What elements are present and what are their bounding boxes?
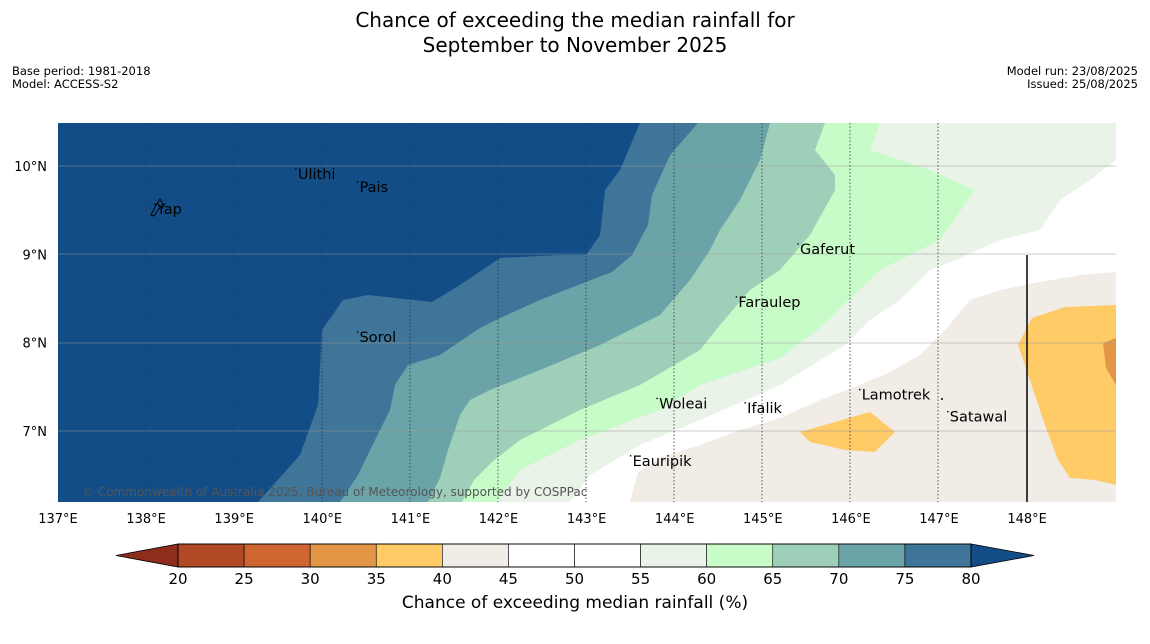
colorbar-swatch-55_60 (640, 543, 707, 568)
colorbar-tick-label: 25 (235, 570, 254, 588)
colorbar-swatch-20_25 (177, 543, 245, 568)
place-label-yap: Yap (156, 202, 182, 218)
lon-label: 147°E (919, 512, 959, 527)
place-marker (629, 455, 632, 457)
colorbar-swatch-45_50 (508, 543, 575, 568)
region-35-40-lamotrek (800, 412, 895, 452)
colorbar-swatch-65_70 (772, 543, 840, 568)
place-marker (797, 243, 799, 245)
colorbar-extend-high (970, 543, 1035, 568)
lon-label: 142°E (479, 512, 519, 527)
latitude-labels: 10°N 9°N 8°N 7°N (14, 160, 47, 440)
place-marker (154, 203, 156, 205)
colorbar-tick-label: 75 (895, 570, 914, 588)
place-label-satawal: Satawal (950, 410, 1007, 426)
colorbar-swatch-25_30 (243, 543, 311, 568)
colorbar-tick-label: 70 (829, 570, 848, 588)
base-period: Base period: 1981-2018 (12, 64, 151, 78)
colorbar-tick-label: 35 (367, 570, 386, 588)
yap-island (150, 198, 164, 217)
colorbar-swatch-60_65 (706, 543, 774, 568)
place-label-eauripik: Eauripik (633, 454, 692, 470)
place-labels: Yap Ulithi Pais Sorol Gaferut Faraulep Woleai I… (154, 167, 1007, 470)
colorbar-tick-label: 50 (565, 570, 584, 588)
small-island-dot (941, 398, 943, 400)
colorbar-tick-label: 60 (697, 570, 716, 588)
copyright-text: © Commonwealth of Australia 2025, Bureau… (82, 485, 587, 499)
place-label-sorol: Sorol (360, 330, 397, 346)
lon-label: 146°E (831, 512, 871, 527)
colorbar-tick-label: 20 (168, 570, 187, 588)
map-area (58, 123, 1116, 502)
lon-label: 138°E (126, 512, 166, 527)
place-marker (295, 168, 297, 170)
issued-date: Issued: 25/08/2025 (1027, 77, 1138, 91)
map-title-line-1: Chance of exceeding the median rainfall … (355, 8, 795, 32)
lon-label: 143°E (567, 512, 607, 527)
colorbar-tick-label: 40 (433, 570, 452, 588)
map-title-line-2: September to November 2025 (422, 33, 728, 57)
colorbar-tick-label: 65 (763, 570, 782, 588)
colorbar-swatch-35_40 (375, 543, 443, 568)
place-label-gaferut: Gaferut (800, 242, 855, 258)
region-35-40-east (1018, 305, 1116, 485)
place-marker (735, 296, 738, 298)
lat-label: 7°N (23, 425, 48, 440)
place-label-pais: Pais (360, 180, 389, 196)
colorbar-title: Chance of exceeding median rainfall (%) (401, 593, 749, 613)
region-30-35-east (1103, 338, 1116, 385)
colorbar-tick-label: 80 (961, 570, 980, 588)
place-label-ifalik: Ifalik (747, 401, 782, 417)
meta-right: Model run: 23/08/2025 Issued: 25/08/2025 (1007, 65, 1138, 91)
place-marker (947, 410, 949, 413)
place-label-ulithi: Ulithi (298, 167, 336, 183)
place-marker (656, 397, 658, 400)
colorbar-swatch-50_55 (574, 543, 641, 568)
lon-label: 145°E (743, 512, 783, 527)
place-marker (356, 331, 359, 333)
place-label-faraulep: Faraulep (738, 295, 800, 311)
lat-label: 8°N (23, 337, 48, 352)
lon-label: 141°E (391, 512, 431, 527)
lon-label: 144°E (655, 512, 695, 527)
colorbar-swatch-75_80 (904, 543, 972, 568)
region-40-45 (630, 272, 1116, 502)
lon-label: 148°E (1007, 512, 1047, 527)
colorbar-tick-label: 30 (301, 570, 320, 588)
place-label-woleai: Woleai (659, 396, 707, 412)
colorbar-swatch-40_45 (442, 543, 509, 568)
place-marker (858, 388, 861, 391)
colorbar-outline (177, 543, 972, 568)
lat-label: 10°N (14, 160, 47, 175)
lon-label: 137°E (38, 512, 78, 527)
colorbar-tick-label: 45 (499, 570, 518, 588)
place-marker (356, 181, 359, 183)
longitude-lines (145, 123, 939, 502)
lat-label: 9°N (23, 248, 48, 263)
place-marker (744, 402, 746, 404)
meta-left: Base period: 1981-2018 Model: ACCESS-S2 (12, 65, 151, 91)
colorbar: 20 25 30 35 40 45 50 55 60 65 70 75 80 (115, 543, 1035, 588)
colorbar-extend-low (115, 543, 179, 568)
longitude-labels: 137°E 138°E 139°E 140°E 141°E 142°E 143°E 144°E… (38, 512, 1047, 527)
colorbar-tick-label: 55 (631, 570, 650, 588)
colorbar-swatch-30_35 (309, 543, 377, 568)
lon-label: 140°E (303, 512, 343, 527)
model-run: Model run: 23/08/2025 (1006, 64, 1138, 78)
place-label-lamotrek: Lamotrek (862, 388, 931, 404)
model-name: Model: ACCESS-S2 (12, 77, 119, 91)
lon-label: 139°E (214, 512, 254, 527)
colorbar-swatch-70_75 (838, 543, 906, 568)
